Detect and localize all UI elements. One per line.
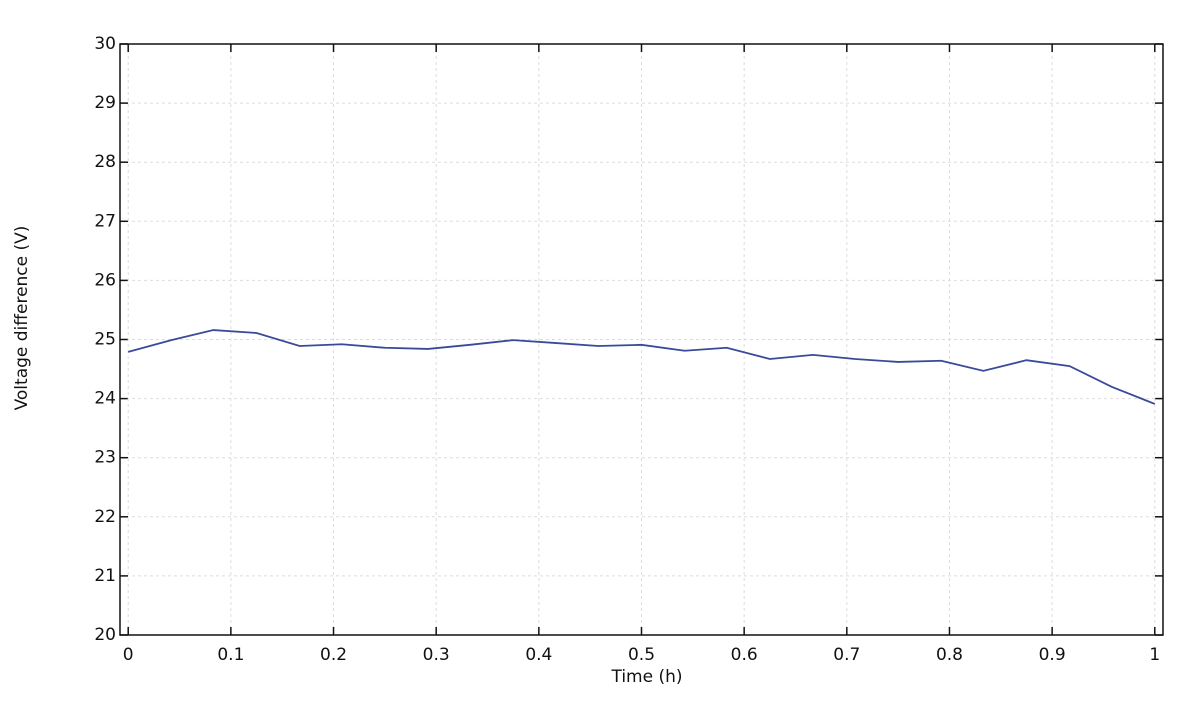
data-line <box>127 329 1156 405</box>
x-tick-label: 0.5 <box>628 645 655 665</box>
y-axis-label: Voltage difference (V) <box>12 226 32 411</box>
x-tick-label: 1 <box>1149 645 1160 665</box>
y-tick-label: 29 <box>94 93 116 113</box>
plot-frame <box>119 43 1164 636</box>
y-tick-label: 25 <box>94 330 116 350</box>
x-tick-label: 0.2 <box>320 645 347 665</box>
x-tick-label: 0 <box>123 645 134 665</box>
y-tick-label: 30 <box>94 34 116 54</box>
x-tick-label: 0.7 <box>833 645 860 665</box>
y-tick-label: 24 <box>94 389 116 409</box>
y-tick-label: 26 <box>94 270 116 290</box>
x-tick-label: 0.9 <box>1039 645 1066 665</box>
x-tick-label: 0.8 <box>936 645 963 665</box>
y-tick-label: 22 <box>94 507 116 527</box>
x-tick-label: 0.4 <box>525 645 552 665</box>
x-tick-label: 0.3 <box>423 645 450 665</box>
x-tick-label: 0.6 <box>731 645 758 665</box>
y-tick-label: 27 <box>94 211 116 231</box>
x-axis-label: Time (h) <box>610 667 682 687</box>
y-tick-label: 28 <box>94 152 116 172</box>
y-tick-label: 21 <box>94 566 116 586</box>
x-tick-label: 0.1 <box>217 645 244 665</box>
y-tick-label: 20 <box>94 625 116 645</box>
y-tick-label: 23 <box>94 448 116 468</box>
